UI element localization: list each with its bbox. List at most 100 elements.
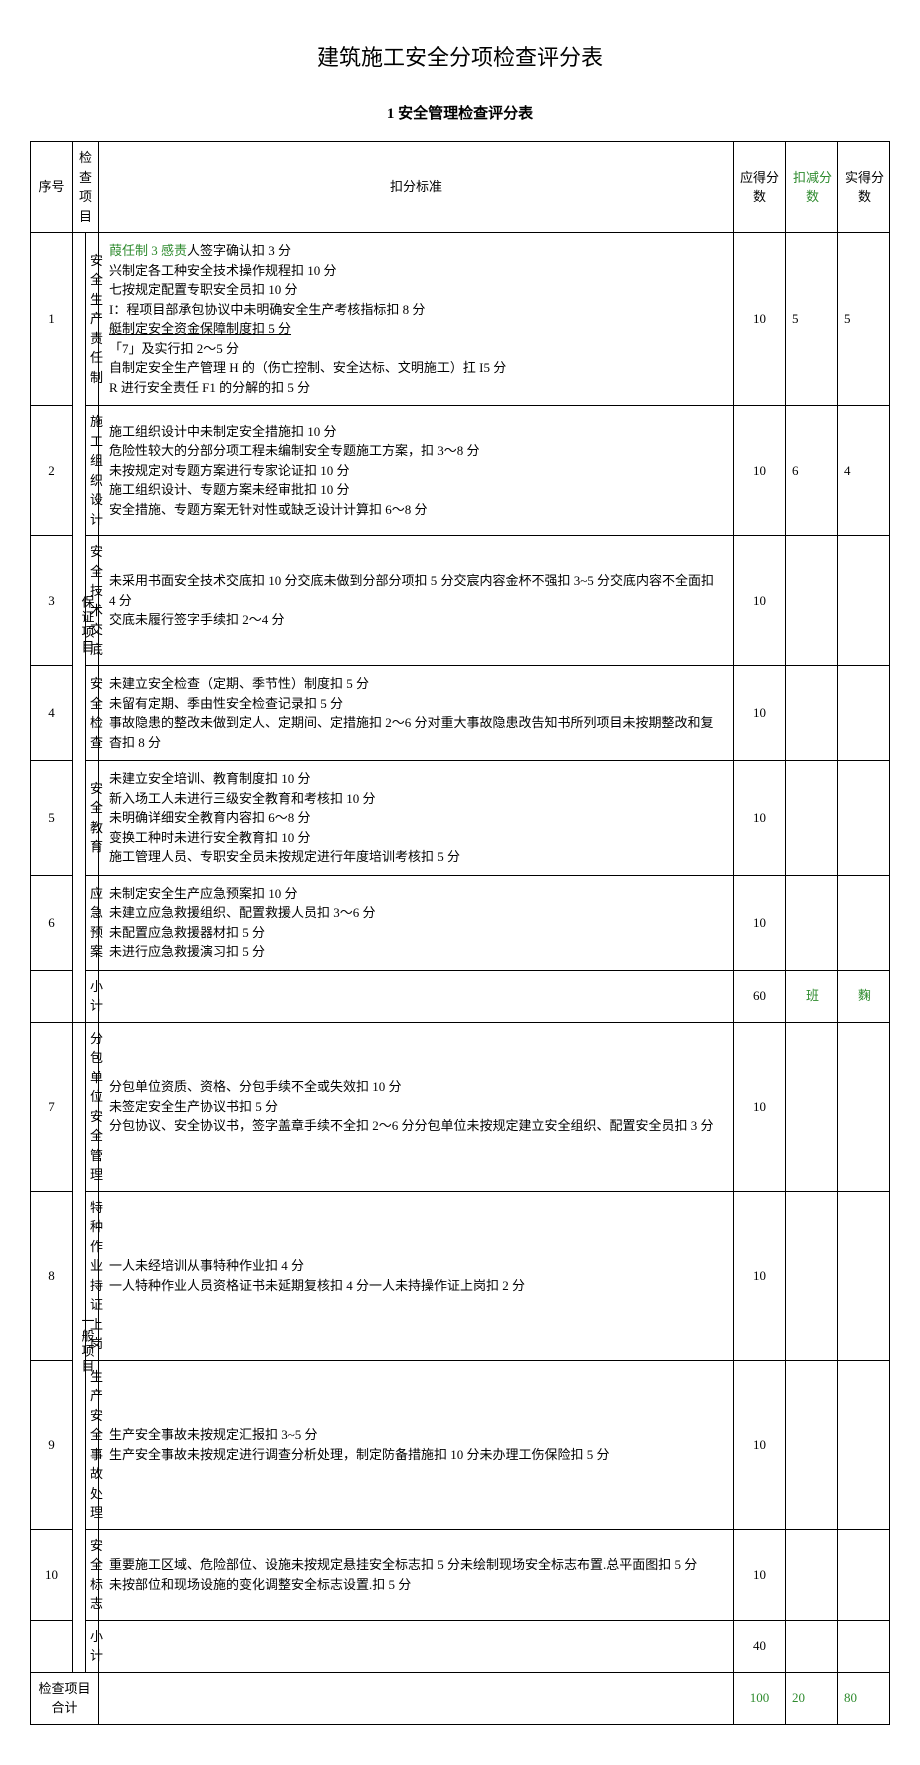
deduct-cell bbox=[786, 1022, 838, 1191]
actual-cell bbox=[838, 1529, 890, 1620]
category-cell: 保证项目 bbox=[73, 233, 86, 1023]
hdr-item: 检查项目 bbox=[73, 142, 99, 233]
item-cell: 生产安全事故处理 bbox=[86, 1360, 99, 1529]
deduct-cell: 6 bbox=[786, 406, 838, 536]
subtotal-score: 40 bbox=[734, 1620, 786, 1672]
header-row: 序号 检查项目 扣分标准 应得分数 扣减分数 实得分数 bbox=[31, 142, 890, 233]
table-row: 7 一般项目 分包单位安全管理 分包单位资质、资格、分包手续不全或失效扣 10 … bbox=[31, 1022, 890, 1191]
score-cell: 10 bbox=[734, 875, 786, 970]
subtotal-score: 60 bbox=[734, 970, 786, 1022]
score-cell: 10 bbox=[734, 1529, 786, 1620]
actual-cell bbox=[838, 1022, 890, 1191]
table-row: 4 安全检查 未建立安全检查（定期、季节性）制度扣 5 分 未留有定期、季由性安… bbox=[31, 666, 890, 761]
hdr-actual: 实得分数 bbox=[838, 142, 890, 233]
std-cell: 未建立安全检查（定期、季节性）制度扣 5 分 未留有定期、季由性安全检查记录扣 … bbox=[99, 666, 734, 761]
deduct-cell bbox=[786, 761, 838, 876]
score-cell: 10 bbox=[734, 1022, 786, 1191]
seq-cell: 9 bbox=[31, 1360, 73, 1529]
score-cell: 10 bbox=[734, 666, 786, 761]
table-row: 3 安全技术交底 未采用书面安全技术交底扣 10 分交底未做到分部分项扣 5 分… bbox=[31, 536, 890, 666]
std-cell: 未采用书面安全技术交底扣 10 分交底未做到分部分项扣 5 分交宸内容金杯不强扣… bbox=[99, 536, 734, 666]
actual-cell bbox=[838, 666, 890, 761]
empty-cell bbox=[99, 1620, 734, 1672]
subtotal-actual: 麴 bbox=[838, 970, 890, 1022]
score-cell: 10 bbox=[734, 1360, 786, 1529]
empty-cell bbox=[99, 1672, 734, 1724]
seq-cell: 5 bbox=[31, 761, 73, 876]
std-cell: 生产安全事故未按规定汇报扣 3~5 分 生产安全事故未按规定进行调查分析处理，制… bbox=[99, 1360, 734, 1529]
score-cell: 10 bbox=[734, 406, 786, 536]
hdr-deduct: 扣减分数 bbox=[786, 142, 838, 233]
score-table: 序号 检查项目 扣分标准 应得分数 扣减分数 实得分数 1 保证项目 安全生产责… bbox=[30, 141, 890, 1725]
score-cell: 10 bbox=[734, 1191, 786, 1360]
green-text2: 感责 bbox=[161, 243, 187, 258]
actual-cell bbox=[838, 875, 890, 970]
score-cell: 10 bbox=[734, 761, 786, 876]
seq-cell: 3 bbox=[31, 536, 73, 666]
total-actual: 80 bbox=[838, 1672, 890, 1724]
seq-cell: 7 bbox=[31, 1022, 73, 1191]
std-cell: 葭任制 3 感责人签字确认扣 3 分 兴制定各工种安全技术操作规程扣 10 分 … bbox=[99, 233, 734, 406]
hdr-std: 扣分标准 bbox=[99, 142, 734, 233]
underline-text: 艇制定安全资金保障制度扣 5 分 bbox=[109, 321, 291, 336]
table-row: 9 生产安全事故处理 生产安全事故未按规定汇报扣 3~5 分 生产安全事故未按规… bbox=[31, 1360, 890, 1529]
item-cell: 安全标志 bbox=[86, 1529, 99, 1620]
actual-cell: 4 bbox=[838, 406, 890, 536]
subtotal-actual bbox=[838, 1620, 890, 1672]
item-cell: 分包单位安全管理 bbox=[86, 1022, 99, 1191]
category-cell: 一般项目 bbox=[73, 1022, 86, 1672]
deduct-cell bbox=[786, 536, 838, 666]
total-score: 100 bbox=[734, 1672, 786, 1724]
page-title: 建筑施工安全分项检查评分表 bbox=[30, 40, 890, 72]
subtotal-row: 小计 60 班 麴 bbox=[31, 970, 890, 1022]
deduct-cell bbox=[786, 1191, 838, 1360]
deduct-cell bbox=[786, 666, 838, 761]
seq-cell: 4 bbox=[31, 666, 73, 761]
score-cell: 10 bbox=[734, 233, 786, 406]
actual-cell: 5 bbox=[838, 233, 890, 406]
std-cell: 未制定安全生产应急预案扣 10 分 未建立应急救援组织、配置救援人员扣 3～6 … bbox=[99, 875, 734, 970]
subtotal-deduct: 班 bbox=[786, 970, 838, 1022]
std-cell: 未建立安全培训、教育制度扣 10 分 新入场工人未进行三级安全教育和考核扣 10… bbox=[99, 761, 734, 876]
item-cell: 施工组织设计 bbox=[86, 406, 99, 536]
table-row: 2 施工组织设计 施工组织设计中未制定安全措施扣 10 分 危险性较大的分部分项… bbox=[31, 406, 890, 536]
table-row: 5 安全教育 未建立安全培训、教育制度扣 10 分 新入场工人未进行三级安全教育… bbox=[31, 761, 890, 876]
empty-cell bbox=[99, 970, 734, 1022]
std-cell: 重要施工区域、危险部位、设施未按规定悬挂安全标志扣 5 分未绘制现场安全标志布置… bbox=[99, 1529, 734, 1620]
subtotal-deduct bbox=[786, 1620, 838, 1672]
deduct-cell bbox=[786, 875, 838, 970]
total-label: 检查项目合计 bbox=[31, 1672, 99, 1724]
seq-cell: 1 bbox=[31, 233, 73, 406]
actual-cell bbox=[838, 1191, 890, 1360]
std-cell: 分包单位资质、资格、分包手续不全或失效扣 10 分 未签定安全生产协议书扣 5 … bbox=[99, 1022, 734, 1191]
hdr-should: 应得分数 bbox=[734, 142, 786, 233]
deduct-cell bbox=[786, 1529, 838, 1620]
seq-cell: 2 bbox=[31, 406, 73, 536]
deduct-cell bbox=[786, 1360, 838, 1529]
total-row: 检查项目合计 100 20 80 bbox=[31, 1672, 890, 1724]
hdr-seq: 序号 bbox=[31, 142, 73, 233]
item-cell: 安全生产责任制 bbox=[86, 233, 99, 406]
total-deduct: 20 bbox=[786, 1672, 838, 1724]
table-row: 1 保证项目 安全生产责任制 葭任制 3 感责人签字确认扣 3 分 兴制定各工种… bbox=[31, 233, 890, 406]
table-row: 6 应急预案 未制定安全生产应急预案扣 10 分 未建立应急救援组织、配置救援人… bbox=[31, 875, 890, 970]
green-text: 葭任制 3 bbox=[109, 243, 161, 258]
table-title: 1 安全管理检查评分表 bbox=[30, 102, 890, 123]
empty-cell bbox=[31, 970, 73, 1022]
seq-cell: 8 bbox=[31, 1191, 73, 1360]
std-cell: 施工组织设计中未制定安全措施扣 10 分 危险性较大的分部分项工程未编制安全专题… bbox=[99, 406, 734, 536]
actual-cell bbox=[838, 761, 890, 876]
subtotal-label: 小计 bbox=[86, 970, 99, 1022]
std-cell: 一人未经培训从事特种作业扣 4 分 一人特种作业人员资格证书未延期复核扣 4 分… bbox=[99, 1191, 734, 1360]
std-after: 「7」及实行扣 2～5 分 自制定安全生产管理 H 的（伤亡控制、安全达标、文明… bbox=[109, 341, 506, 395]
subtotal-label: 小计 bbox=[86, 1620, 99, 1672]
table-row: 8 特种作业持证上岗 一人未经培训从事特种作业扣 4 分 一人特种作业人员资格证… bbox=[31, 1191, 890, 1360]
seq-cell: 10 bbox=[31, 1529, 73, 1620]
actual-cell bbox=[838, 1360, 890, 1529]
item-cell: 安全教育 bbox=[86, 761, 99, 876]
subtotal-row: 小计 40 bbox=[31, 1620, 890, 1672]
table-row: 10 安全标志 重要施工区域、危险部位、设施未按规定悬挂安全标志扣 5 分未绘制… bbox=[31, 1529, 890, 1620]
score-cell: 10 bbox=[734, 536, 786, 666]
actual-cell bbox=[838, 536, 890, 666]
deduct-cell: 5 bbox=[786, 233, 838, 406]
